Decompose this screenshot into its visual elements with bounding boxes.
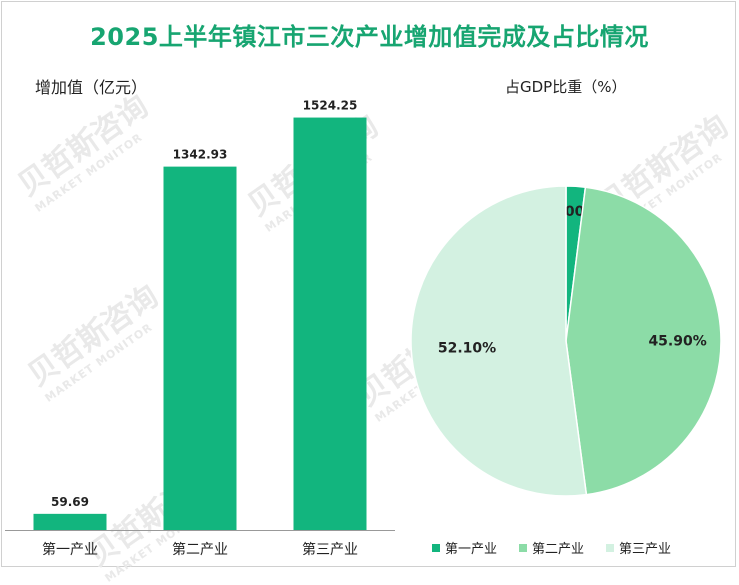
legend-item: 第二产业 bbox=[519, 538, 584, 557]
pie-chart: 2.00%45.90%52.10% bbox=[410, 185, 722, 497]
legend-swatch bbox=[606, 543, 615, 552]
legend-item: 第三产业 bbox=[606, 538, 671, 557]
bar bbox=[163, 166, 237, 530]
bar bbox=[33, 513, 107, 530]
legend-label: 第一产业 bbox=[445, 542, 498, 557]
pie-slice bbox=[410, 185, 588, 497]
x-tick-label: 第一产业 bbox=[42, 541, 98, 558]
legend-swatch bbox=[519, 543, 528, 552]
pie-legend: 第一产业 第二产业 第三产业 bbox=[432, 538, 671, 557]
x-tick-label: 第二产业 bbox=[172, 541, 228, 558]
pie-value-label: 52.10% bbox=[438, 341, 496, 357]
x-tick-label: 第三产业 bbox=[302, 541, 358, 558]
legend-swatch bbox=[432, 543, 440, 552]
pie-chart-unit-label: 占GDP比重（%） bbox=[505, 78, 627, 96]
pie-value-label: 45.90% bbox=[648, 334, 706, 350]
bar-value-label: 59.69 bbox=[51, 495, 89, 509]
bar-value-label: 1342.93 bbox=[173, 148, 228, 162]
bar-value-label: 1524.25 bbox=[303, 99, 358, 113]
bar-chart-unit-label: 增加值（亿元） bbox=[35, 78, 148, 97]
chart-title: 2025上半年镇江市三次产业增加值完成及占比情况 bbox=[90, 23, 649, 51]
pie-slice bbox=[565, 186, 722, 496]
bar-chart: 59.69 第一产业 1342.93 第二产业 1524.25 第三产业 bbox=[5, 99, 395, 558]
legend-item: 第一产业 bbox=[432, 538, 497, 557]
legend-label: 第三产业 bbox=[619, 542, 672, 557]
legend-label: 第二产业 bbox=[532, 542, 585, 557]
bar bbox=[293, 117, 367, 531]
chart-frame bbox=[1, 1, 736, 567]
